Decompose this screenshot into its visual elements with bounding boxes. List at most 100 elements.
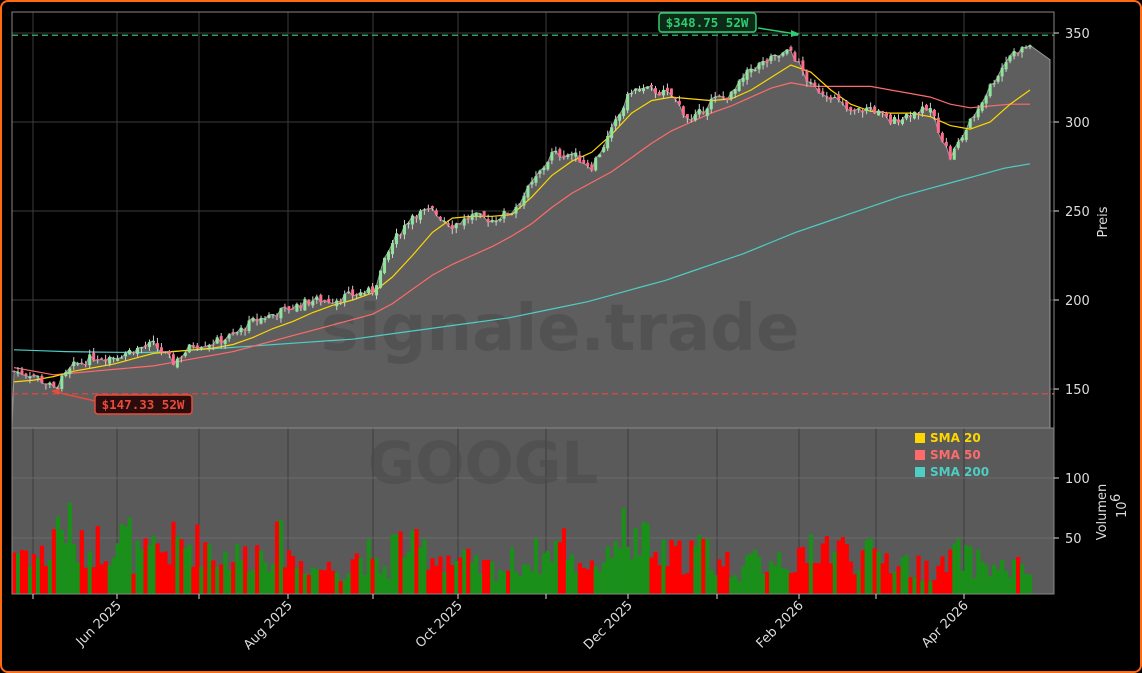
candle-body (442, 220, 446, 222)
candle-body (693, 114, 697, 121)
candle-body (574, 152, 578, 157)
candle-body (275, 315, 279, 317)
volume-bar (79, 530, 84, 594)
volume-bar (948, 549, 953, 594)
volume-bar (199, 566, 204, 594)
volume-bar (47, 559, 53, 594)
candle-body (757, 63, 761, 70)
candle-body (514, 206, 518, 214)
candle-body (36, 376, 40, 378)
volume-bar (796, 547, 802, 594)
candle-body (167, 350, 171, 355)
candle-body (132, 352, 136, 354)
volume-bar (1000, 559, 1005, 594)
candle-body (618, 114, 622, 121)
candle-body (801, 60, 805, 72)
volume-bar (59, 529, 65, 594)
volume-bar (984, 564, 989, 594)
candle-body (964, 129, 968, 140)
candle-body (797, 61, 801, 63)
arrow-head-icon (791, 30, 800, 37)
volume-bar (23, 550, 29, 594)
low-52w-arrow (55, 391, 96, 402)
candle-body (1004, 61, 1008, 70)
candle-body (151, 340, 155, 342)
candle-body (789, 46, 793, 51)
volume-bar (394, 534, 399, 594)
candle-body (972, 116, 976, 118)
candle-body (32, 374, 36, 376)
candle-body (761, 61, 765, 66)
volume-bar (780, 568, 786, 594)
volume-bar (247, 571, 252, 594)
volume-bar (741, 566, 746, 594)
candle-body (227, 334, 231, 339)
volume-bar (223, 551, 228, 594)
candle-body (351, 289, 355, 296)
candle-body (809, 82, 813, 84)
volume-bar (541, 553, 547, 594)
volume-bar (71, 543, 76, 594)
volume-bar (322, 570, 327, 594)
candle-body (506, 212, 510, 215)
candle-body (40, 375, 44, 383)
candle-body (199, 347, 203, 349)
candle-body (299, 305, 303, 309)
legend-label: SMA 50 (930, 448, 981, 462)
x-tick-label: Jun 2025 (73, 598, 125, 650)
volume-bar (374, 558, 379, 594)
candle-body (88, 354, 92, 366)
volume-bar (434, 565, 439, 594)
candle-body (865, 107, 869, 112)
candle-body (924, 104, 928, 111)
volume-bar (490, 561, 495, 594)
candle-body (562, 155, 566, 158)
low-52w-label: $147.33 52W (102, 397, 185, 412)
candle-body (566, 154, 570, 157)
volume-bar (486, 559, 491, 594)
volume-bar (757, 556, 762, 594)
volume-bar (298, 561, 304, 594)
candle-body (267, 314, 271, 318)
candle-body (805, 70, 809, 82)
candle-body (630, 93, 634, 95)
candle-body (936, 117, 940, 133)
volume-bar (852, 574, 857, 594)
candle-body (375, 285, 379, 296)
candle-body (701, 111, 705, 114)
candle-body (570, 154, 574, 156)
candle-body (717, 95, 721, 97)
volume-bar (621, 507, 626, 594)
volume-bar (904, 555, 909, 594)
volume-axis-label: Volumen (1095, 484, 1110, 541)
volume-bar (761, 573, 766, 594)
candle-body (96, 359, 100, 361)
high-52w-arrow (757, 27, 797, 35)
candle-body (837, 94, 841, 100)
volume-bar (482, 559, 487, 594)
volume-bar (992, 564, 997, 594)
volume-bar (302, 573, 308, 594)
volume-bar (266, 571, 272, 594)
volume-bar (63, 543, 68, 594)
volume-bar (936, 565, 941, 594)
volume-bar (880, 563, 885, 594)
volume-bar (211, 560, 216, 594)
legend-label: SMA 200 (930, 465, 989, 479)
volume-bar (422, 539, 427, 594)
y-tick-label: 350 (1065, 27, 1090, 42)
volume-bar (514, 571, 519, 594)
volume-bar (227, 569, 232, 594)
volume-bar (183, 548, 188, 594)
x-tick-label: Apr 2026 (919, 598, 972, 651)
candle-body (502, 210, 506, 219)
volume-bar (386, 578, 391, 594)
candle-body (247, 320, 251, 331)
high-52w-box (658, 12, 757, 33)
candle-body (219, 336, 223, 344)
candle-body (462, 218, 466, 226)
candle-body (68, 368, 72, 375)
volume-bar (274, 521, 280, 594)
candle-body (785, 49, 789, 54)
